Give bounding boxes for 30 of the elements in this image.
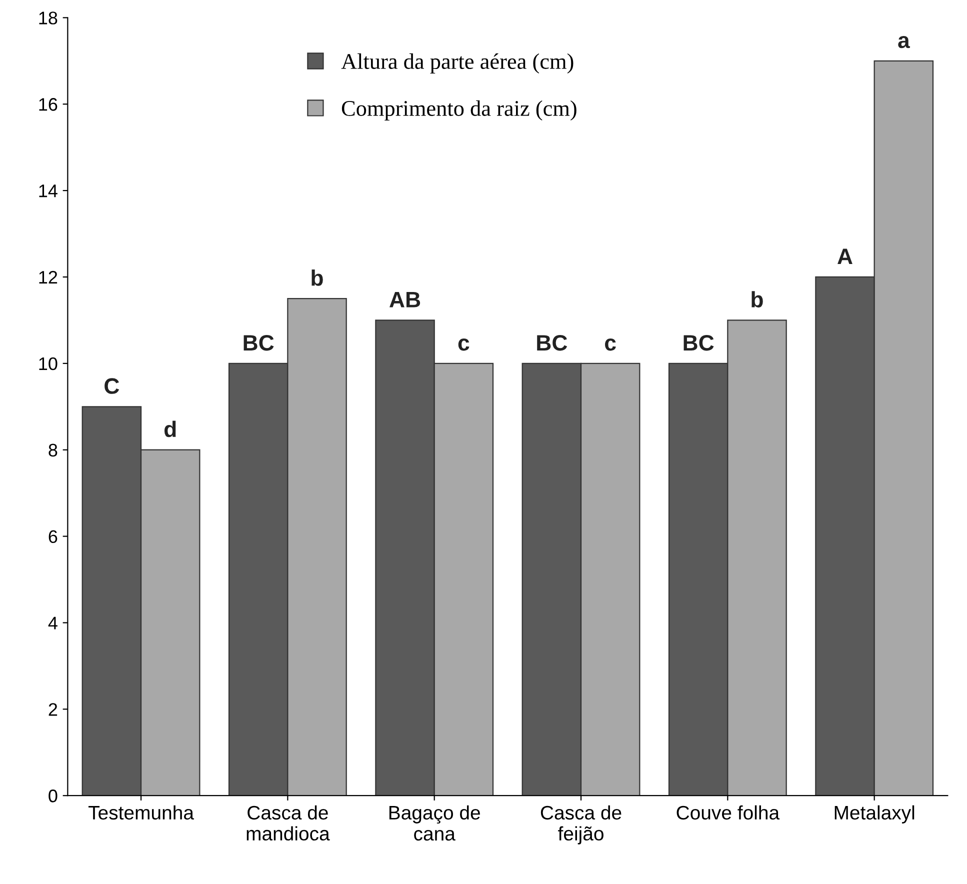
- y-tick-label: 4: [48, 616, 58, 630]
- y-tick-label: 6: [48, 530, 58, 544]
- data-label: BC: [684, 334, 714, 351]
- data-label: c: [605, 338, 616, 351]
- x-tick-label: Couve folha: [676, 805, 780, 820]
- data-label: b: [752, 291, 763, 308]
- x-tick-label: Metalaxyl: [834, 805, 914, 824]
- data-label: d: [164, 420, 176, 438]
- data-label: C: [104, 378, 120, 394]
- y-tick-label: 8: [48, 444, 58, 457]
- legend-label: Altura da parte aérea (cm): [341, 53, 574, 74]
- x-tick-label: Bagaço de cana: [389, 805, 480, 841]
- legend-label: Comprimento da raiz (cm): [342, 100, 576, 120]
- x-tick-label: Testemunha: [88, 805, 194, 820]
- x-tick-label: Casca de feijão: [540, 805, 622, 844]
- y-tick-label: 10: [39, 357, 58, 370]
- y-tick-label: 16: [39, 98, 58, 111]
- data-label: c: [458, 338, 470, 351]
- data-label: AB: [390, 292, 420, 308]
- y-tick-label: 12: [39, 270, 58, 284]
- y-tick-label: 2: [48, 703, 58, 716]
- data-label: BC: [244, 334, 274, 351]
- y-tick-label: 18: [39, 12, 58, 24]
- y-tick-label: 0: [48, 790, 58, 802]
- data-label: A: [838, 248, 852, 264]
- data-label: b: [312, 270, 323, 286]
- x-tick-label: Casca de mandioca: [246, 805, 330, 841]
- data-label: BC: [537, 334, 568, 351]
- y-tick-label: 14: [39, 184, 58, 198]
- data-label: a: [898, 36, 910, 48]
